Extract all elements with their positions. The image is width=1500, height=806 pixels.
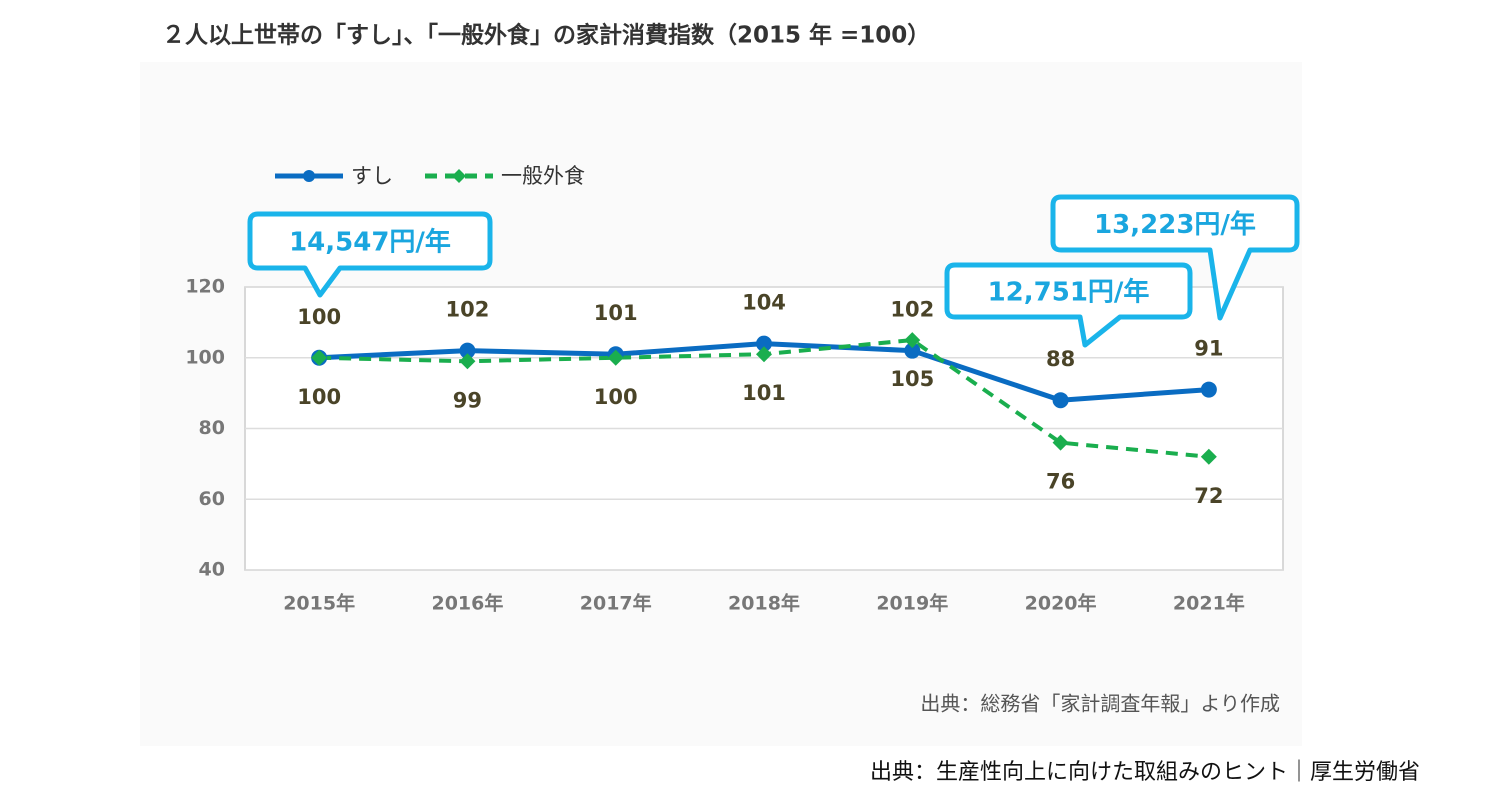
- marker: [1200, 381, 1217, 398]
- x-tick-label: 2018年: [728, 592, 800, 615]
- callout-text: 14,547円/年: [289, 227, 451, 258]
- marker: [904, 332, 921, 349]
- marker: [756, 346, 772, 363]
- x-tick-label: 2019年: [876, 592, 948, 615]
- marker: [756, 335, 772, 352]
- legend-label: 一般外食: [501, 164, 585, 188]
- marker: [459, 353, 476, 370]
- data-label: 88: [1046, 347, 1075, 371]
- legend-marker: [452, 169, 466, 183]
- data-label: 76: [1046, 470, 1075, 494]
- data-label: 101: [594, 301, 638, 325]
- marker: [459, 342, 476, 359]
- data-label: 101: [742, 381, 786, 405]
- y-tick-label: 120: [185, 276, 225, 298]
- marker: [1052, 392, 1069, 409]
- callout-text: 12,751円/年: [988, 277, 1150, 308]
- data-label: 72: [1194, 484, 1223, 508]
- marker: [607, 349, 624, 366]
- data-label: 100: [594, 385, 638, 409]
- x-tick-label: 2021年: [1173, 592, 1245, 615]
- y-tick-label: 80: [199, 417, 225, 439]
- callout-box: [944, 262, 1193, 348]
- callout-box: [1050, 194, 1300, 321]
- marker: [1200, 448, 1217, 465]
- data-label: 105: [890, 367, 934, 391]
- data-label: 99: [453, 388, 482, 412]
- y-tick-label: 60: [199, 488, 225, 510]
- data-label: 91: [1194, 337, 1223, 361]
- data-label: 100: [297, 385, 341, 409]
- marker: [311, 349, 328, 366]
- footer: 出典：生産性向上に向けた取組みのヒント｜厚生労働省: [870, 760, 1420, 785]
- marker: [904, 342, 921, 359]
- y-tick-label: 40: [199, 559, 225, 581]
- y-tick-label: 100: [185, 346, 225, 368]
- source-note: 出典：総務省「家計調査年報」より作成: [920, 692, 1280, 716]
- chart-title: ２人以上世帯の「すし」、「一般外食」の家計消費指数（2015 年 =100）: [162, 22, 930, 49]
- marker: [1052, 434, 1069, 451]
- x-tick-label: 2020年: [1025, 592, 1097, 615]
- x-tick-label: 2017年: [580, 592, 652, 615]
- callout-text: 13,223円/年: [1094, 209, 1256, 240]
- data-label: 104: [742, 291, 786, 315]
- legend-marker: [303, 170, 315, 182]
- x-tick-label: 2016年: [431, 592, 503, 615]
- data-label: 100: [297, 305, 341, 329]
- callout-box: [247, 211, 493, 298]
- data-label: 102: [446, 298, 490, 322]
- x-tick-label: 2015年: [283, 592, 355, 615]
- data-label: 102: [890, 298, 934, 322]
- legend-label: すし: [351, 164, 393, 188]
